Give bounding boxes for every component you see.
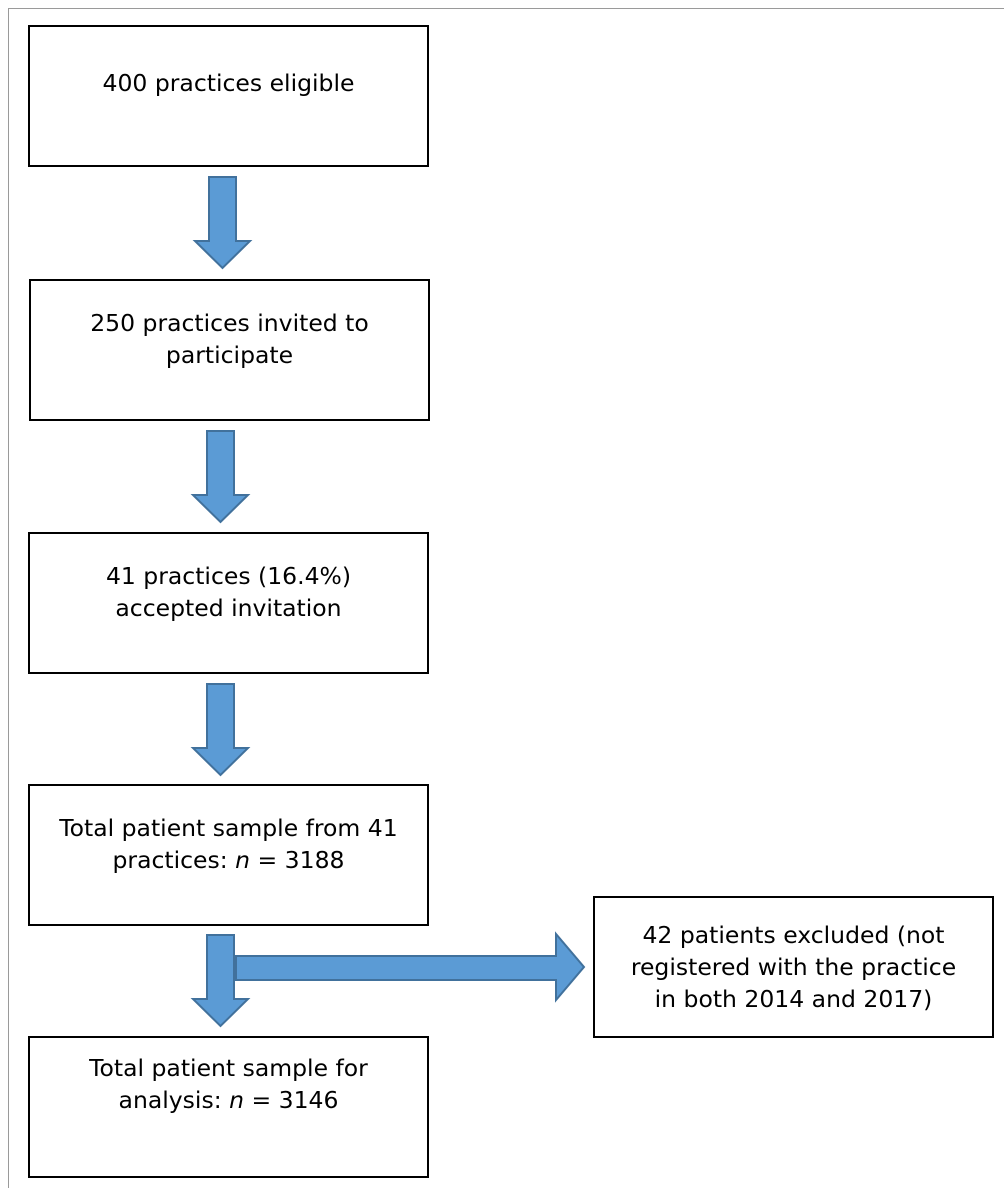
- box-text: Total patient sample for analysis: n = 3…: [73, 1052, 384, 1176]
- arrow-down-3: [190, 683, 251, 777]
- box-patients-excluded: 42 patients excluded (not registered wit…: [593, 896, 994, 1038]
- box-line: 250 practices invited to: [90, 309, 369, 337]
- box-line: registered with the practice: [630, 953, 957, 981]
- arrow-down-1: [192, 176, 253, 270]
- box-line: in both 2014 and 2017): [654, 985, 933, 1013]
- box-line: 41 practices (16.4%): [105, 562, 352, 590]
- box-line: analysis: n = 3146: [89, 1084, 368, 1116]
- box-line-part: = 3146: [244, 1086, 339, 1114]
- box-line: 400 practices eligible: [102, 69, 355, 97]
- n-symbol: n: [235, 846, 251, 874]
- box-analysis-sample: Total patient sample for analysis: n = 3…: [28, 1036, 429, 1178]
- box-line: 42 patients excluded (not: [642, 921, 945, 949]
- box-line-part: = 3188: [250, 846, 345, 874]
- box-practices-eligible: 400 practices eligible: [28, 25, 429, 167]
- box-text: 42 patients excluded (not registered wit…: [615, 919, 972, 1015]
- figure-frame: [8, 8, 1004, 1188]
- box-practices-accepted: 41 practices (16.4%) accepted invitation: [28, 532, 429, 674]
- box-text: 250 practices invited to participate: [74, 307, 385, 419]
- box-line: Total patient sample for: [89, 1054, 368, 1082]
- arrow-right-exclusion: [235, 931, 586, 1003]
- box-text: Total patient sample from 41 practices: …: [43, 812, 413, 924]
- box-line: accepted invitation: [115, 594, 342, 622]
- box-text: 400 practices eligible: [87, 67, 371, 165]
- box-line: practices: n = 3188: [59, 844, 397, 876]
- n-symbol: n: [229, 1086, 244, 1114]
- box-practices-invited: 250 practices invited to participate: [29, 279, 430, 421]
- box-line-part: analysis:: [118, 1086, 230, 1114]
- box-line: Total patient sample from 41: [59, 814, 398, 842]
- box-text: 41 practices (16.4%) accepted invitation: [90, 560, 367, 672]
- arrow-down-4: [190, 934, 251, 1028]
- box-line-part: practices:: [112, 846, 236, 874]
- box-total-patient-sample: Total patient sample from 41 practices: …: [28, 784, 429, 926]
- box-line: participate: [165, 341, 294, 369]
- arrow-down-2: [190, 430, 251, 524]
